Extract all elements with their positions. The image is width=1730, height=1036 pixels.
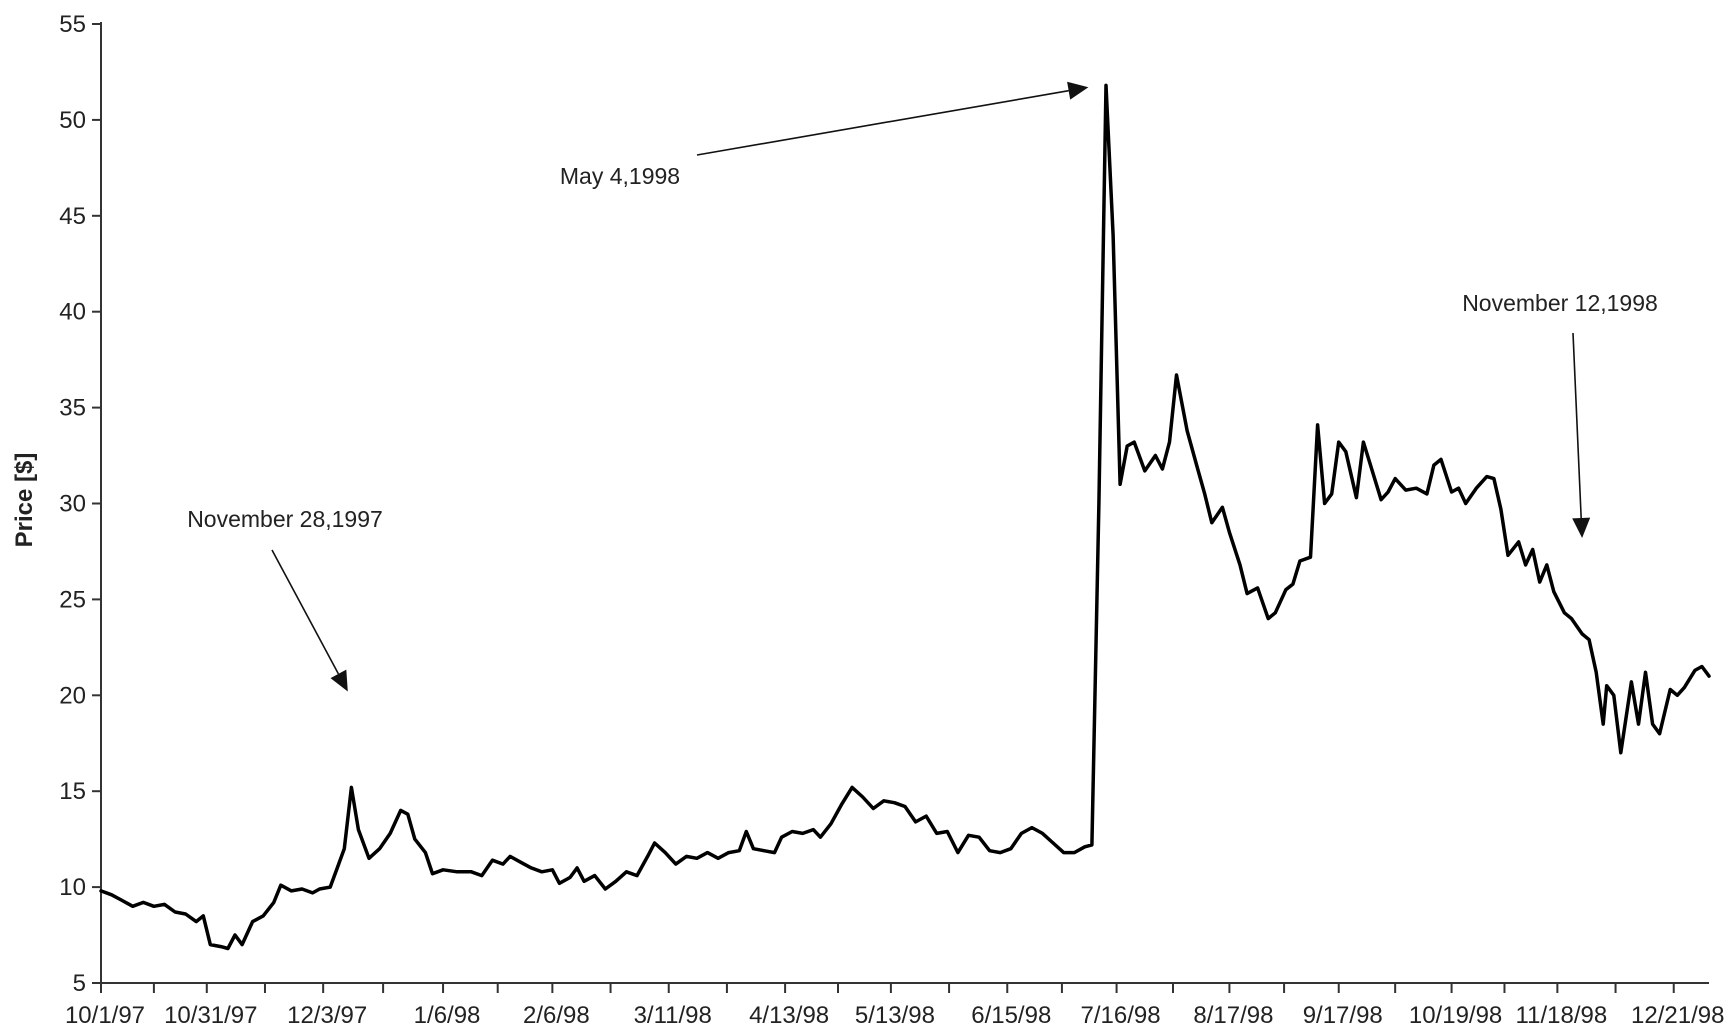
price-series-line (99, 83, 1711, 951)
y-tick-label: 15 (59, 778, 86, 805)
x-tick-label: 11/18/98 (1516, 1002, 1608, 1029)
y-tick-label: 30 (59, 491, 86, 518)
x-tick-label: 8/17/98 (1193, 1002, 1273, 1029)
x-tick-label: 2/6/98 (523, 1002, 590, 1029)
x-tick-label: 12/3/97 (287, 1002, 367, 1029)
x-tick-label: 5/13/98 (855, 1002, 935, 1029)
annotation-arrowhead (330, 669, 348, 692)
y-tick-label: 20 (59, 682, 86, 709)
x-tick-label: 10/31/97 (164, 1002, 257, 1029)
x-tick-label: 10/1/97 (65, 1002, 145, 1029)
x-tick-label: 10/19/98 (1409, 1002, 1502, 1029)
x-tick-label: 3/11/98 (634, 1002, 712, 1029)
y-tick-label: 10 (59, 874, 86, 901)
x-tick-label: 9/17/98 (1303, 1002, 1383, 1029)
y-axis-title: Price [$] (11, 453, 38, 548)
annotation-label: November 28,1997 (187, 506, 383, 532)
annotation-arrowhead (1067, 81, 1089, 100)
series-group (99, 83, 1711, 951)
x-tick-label: 1/6/98 (414, 1002, 481, 1029)
annotations-group: November 28,1997 May 4,1998 November 12,19… (187, 81, 1658, 692)
axes-group: 5 10 15 20 25 30 35 40 45 50 55 10/1/97 10/31/97 12/3… (59, 11, 1724, 1029)
x-tick-label: 4/13/98 (749, 1002, 829, 1029)
y-tick-label: 25 (59, 586, 86, 613)
y-tick-label: 5 (73, 970, 86, 997)
y-tick-label: 50 (59, 107, 86, 134)
y-tick-label: 55 (59, 11, 86, 38)
y-tick-label: 40 (59, 299, 86, 326)
x-tick-label: 12/21/98 (1631, 1002, 1724, 1029)
y-tick-label: 45 (59, 203, 86, 230)
annotation-arrow-line (271, 549, 340, 675)
x-tick-label: 6/15/98 (971, 1002, 1051, 1029)
y-tick-label: 35 (59, 395, 86, 422)
annotation-arrow-line (696, 89, 1069, 156)
annotation-label: November 12,1998 (1462, 290, 1658, 316)
annotation-arrowhead (1572, 517, 1591, 538)
x-tick-label: 7/16/98 (1081, 1002, 1161, 1029)
annotation-arrow-line (1572, 332, 1582, 519)
annotation-label: May 4,1998 (560, 163, 680, 189)
